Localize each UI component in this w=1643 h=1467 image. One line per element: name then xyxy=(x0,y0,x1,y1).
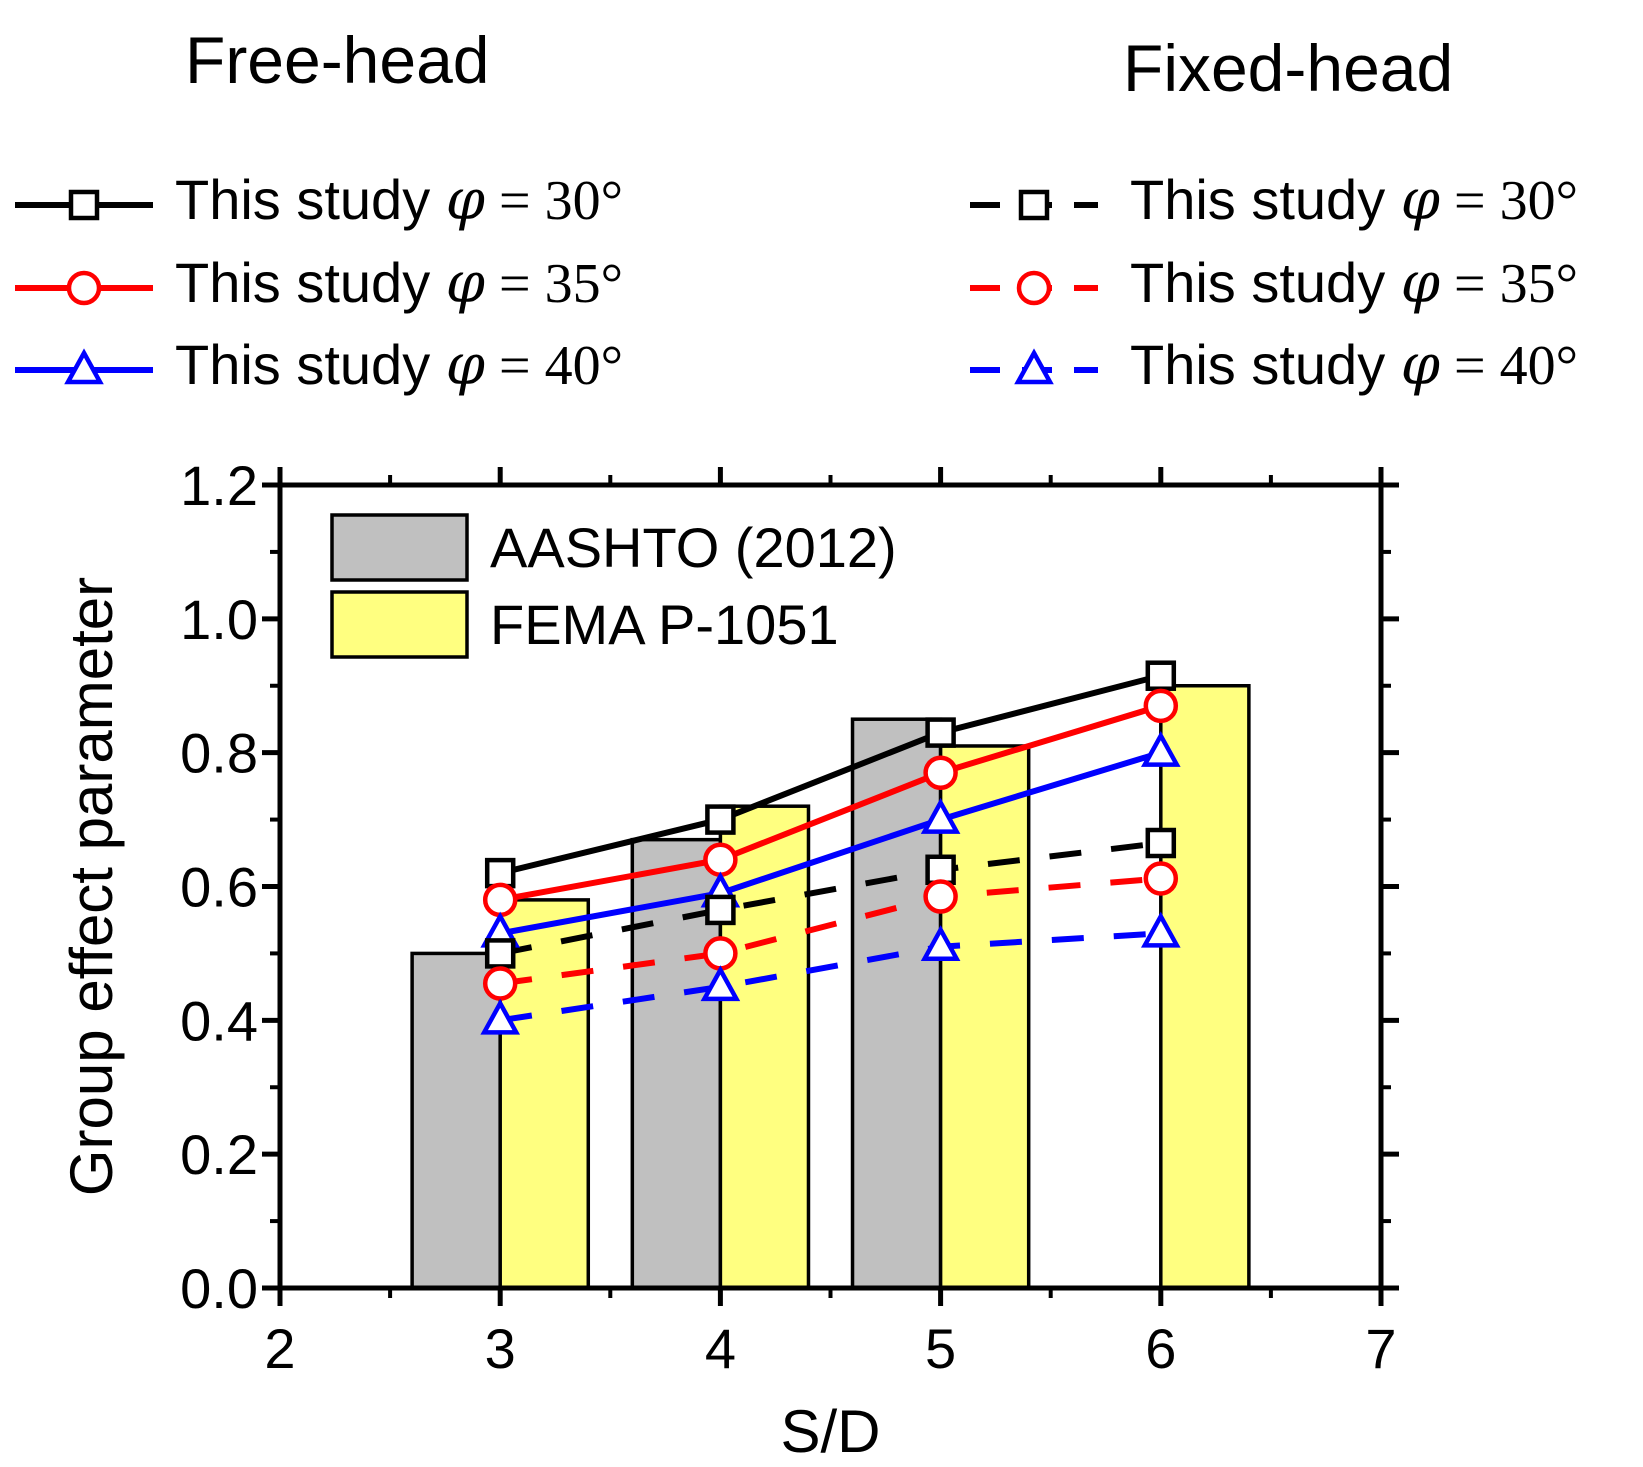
legend-phi: φ xyxy=(445,168,485,233)
fixed-head-marker-square xyxy=(1145,827,1177,859)
bar-legend-swatch xyxy=(330,513,469,582)
fema-bar xyxy=(1159,684,1251,1290)
x-axis-label: S/D xyxy=(780,1398,880,1465)
y-tick-label: 1.2 xyxy=(180,454,258,517)
legend-phi: φ xyxy=(1400,168,1440,233)
legend-label-free-head: This study φ = 35° xyxy=(175,250,623,316)
legend-phi: φ xyxy=(445,251,485,316)
bars-group xyxy=(410,684,1251,1290)
free-head-line-1 xyxy=(499,702,1162,903)
legend-prefix: This study xyxy=(175,251,446,314)
fixed-head-marker-triangle xyxy=(920,925,961,961)
legend-prefix: This study xyxy=(175,168,446,231)
legend-angle: = 30° xyxy=(1439,170,1578,232)
legend-marker-triangle xyxy=(64,348,104,385)
fixed-head-marker-triangle xyxy=(480,998,521,1035)
fixed-head-marker-square xyxy=(925,854,956,886)
legend-label-free-head: This study φ = 40° xyxy=(175,332,623,398)
legend-angle: = 40° xyxy=(484,335,623,397)
y-tick-label: 0.2 xyxy=(180,1123,258,1186)
fixed-head-line-5 xyxy=(499,930,1161,1024)
legend-angle: = 35° xyxy=(1439,253,1578,315)
fixed-head-heading: Fixed-head xyxy=(1123,31,1454,105)
free-head-line-2 xyxy=(499,749,1162,937)
legend-angle: = 40° xyxy=(1439,335,1578,397)
legend-label-fixed-head: This study φ = 40° xyxy=(1130,332,1578,398)
legend-phi: φ xyxy=(1400,251,1440,316)
x-tick-label: 2 xyxy=(264,1317,295,1380)
fixed-head-line-4 xyxy=(499,875,1162,987)
y-tick-label: 0.8 xyxy=(180,722,258,785)
free-head-line-0 xyxy=(499,672,1162,877)
legend-marker-square xyxy=(68,189,100,221)
free-head-marker-triangle xyxy=(920,797,961,834)
y-tick-label: 0.4 xyxy=(180,989,258,1052)
fema-bar xyxy=(938,744,1031,1290)
y-tick-label: 0.0 xyxy=(180,1257,258,1320)
fixed-head-marker-circle xyxy=(703,936,738,971)
fixed-head-marker-triangle xyxy=(1140,911,1181,948)
free-head-marker-circle xyxy=(482,882,518,918)
aashto-bar xyxy=(410,951,502,1290)
fixed-head-marker-square xyxy=(484,938,516,969)
aashto-bar xyxy=(850,717,943,1290)
legend-prefix: This study xyxy=(175,333,446,396)
fixed-head-marker-square xyxy=(705,894,736,926)
free-head-heading: Free-head xyxy=(185,23,490,97)
x-tick-label: 3 xyxy=(485,1317,516,1380)
fixed-head-marker-circle xyxy=(482,966,518,1001)
free-head-marker-circle xyxy=(923,755,958,790)
fixed-head-marker-circle xyxy=(1143,861,1179,896)
free-head-marker-square xyxy=(705,804,736,835)
fixed-head-marker-circle xyxy=(923,879,958,914)
legend-phi: φ xyxy=(1400,333,1440,398)
legend-marker-circle xyxy=(66,270,102,306)
legend-label-free-head: This study φ = 30° xyxy=(175,167,623,233)
y-tick-label: 1.0 xyxy=(180,588,258,651)
legend-label-fixed-head: This study φ = 30° xyxy=(1130,167,1578,233)
bar-legend-label: AASHTO (2012) xyxy=(490,516,897,579)
legend-phi: φ xyxy=(445,333,485,398)
y-axis-label: Group effect parameter xyxy=(58,577,125,1196)
free-head-marker-square xyxy=(1145,660,1177,691)
lines-group xyxy=(499,672,1162,1024)
legend-marker-triangle xyxy=(1014,348,1054,385)
free-head-marker-circle xyxy=(1143,688,1179,724)
legend-angle: = 30° xyxy=(484,170,623,232)
legend-prefix: This study xyxy=(1130,333,1401,396)
x-tick-label: 4 xyxy=(705,1317,736,1380)
fixed-head-marker-triangle xyxy=(700,965,741,1002)
bar-legend-label: FEMA P-1051 xyxy=(490,593,839,656)
legend-angle: = 35° xyxy=(484,253,623,315)
free-head-marker-circle xyxy=(703,842,738,877)
fixed-head-line-3 xyxy=(499,840,1162,957)
legend-prefix: This study xyxy=(1130,168,1401,231)
x-tick-label: 6 xyxy=(1145,1317,1176,1380)
y-tick-label: 0.6 xyxy=(180,856,258,919)
x-tick-label: 5 xyxy=(925,1317,956,1380)
legend-prefix: This study xyxy=(1130,251,1401,314)
legend-marker-circle xyxy=(1016,270,1052,306)
x-tick-label: 7 xyxy=(1365,1317,1396,1380)
free-head-marker-triangle xyxy=(1140,731,1181,767)
bar-legend-swatch xyxy=(330,590,469,659)
free-head-marker-square xyxy=(925,717,956,748)
series-legend xyxy=(15,189,1098,385)
legend-marker-square xyxy=(1018,189,1050,221)
legend-label-fixed-head: This study φ = 35° xyxy=(1130,250,1578,316)
free-head-marker-square xyxy=(484,857,516,889)
